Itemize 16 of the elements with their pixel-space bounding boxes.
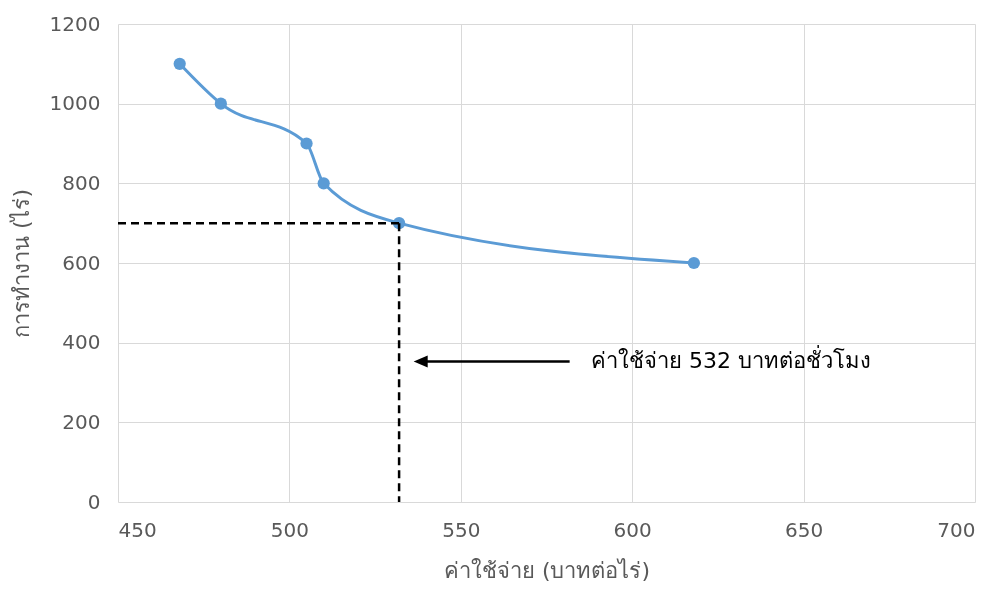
x-tick-label: 500 <box>270 517 309 542</box>
y-tick-label: 200 <box>62 409 101 434</box>
y-tick-label: 1000 <box>49 91 101 116</box>
y-axis-title: การทำงาน (ไร่) <box>8 188 34 339</box>
y-tick-label: 600 <box>62 250 101 275</box>
x-tick-label: 450 <box>118 517 157 542</box>
x-tick-label: 650 <box>785 517 824 542</box>
y-tick-label: 0 <box>87 489 101 514</box>
x-axis-title: ค่าใช้จ่าย (บาทต่อไร่) <box>443 557 651 583</box>
y-tick-label: 800 <box>62 170 101 195</box>
x-tick-label: 600 <box>613 517 652 542</box>
y-tick-label: 400 <box>62 330 101 355</box>
x-tick-label: 700 <box>937 517 976 542</box>
x-tick-label: 550 <box>442 517 481 542</box>
annotation: ค่าใช้จ่าย 532 บาทต่อชั่วโมง <box>591 345 872 374</box>
y-tick-label: 1200 <box>49 11 101 36</box>
